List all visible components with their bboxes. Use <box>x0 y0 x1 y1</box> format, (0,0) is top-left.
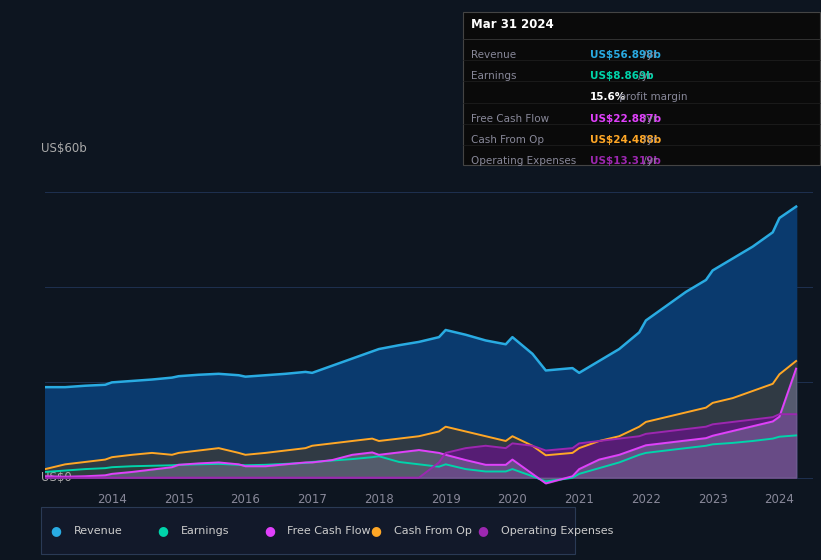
Text: /yr: /yr <box>640 135 657 145</box>
Text: Cash From Op: Cash From Op <box>471 135 544 145</box>
Text: /yr: /yr <box>640 50 657 60</box>
Text: US$24.488b: US$24.488b <box>590 135 662 145</box>
Text: US$8.869b: US$8.869b <box>590 71 654 81</box>
Text: Operating Expenses: Operating Expenses <box>471 156 576 166</box>
Text: Cash From Op: Cash From Op <box>394 526 472 535</box>
Text: ●: ● <box>157 524 168 537</box>
Text: 15.6%: 15.6% <box>590 92 626 102</box>
Text: US$0: US$0 <box>41 471 72 484</box>
Text: ●: ● <box>477 524 488 537</box>
Text: Mar 31 2024: Mar 31 2024 <box>471 17 554 31</box>
Text: ●: ● <box>50 524 62 537</box>
Text: ●: ● <box>264 524 275 537</box>
Text: Earnings: Earnings <box>181 526 229 535</box>
Text: US$13.319b: US$13.319b <box>590 156 661 166</box>
Text: /yr: /yr <box>640 114 657 124</box>
Text: Earnings: Earnings <box>471 71 516 81</box>
Text: US$60b: US$60b <box>41 142 87 155</box>
Text: US$22.887b: US$22.887b <box>590 114 662 124</box>
Text: US$56.898b: US$56.898b <box>590 50 661 60</box>
Text: Revenue: Revenue <box>471 50 516 60</box>
Text: ●: ● <box>370 524 382 537</box>
Text: /yr: /yr <box>635 71 652 81</box>
Text: profit margin: profit margin <box>616 92 687 102</box>
Text: Revenue: Revenue <box>74 526 122 535</box>
Text: Free Cash Flow: Free Cash Flow <box>287 526 371 535</box>
Text: Operating Expenses: Operating Expenses <box>501 526 613 535</box>
Text: Free Cash Flow: Free Cash Flow <box>471 114 549 124</box>
Text: /yr: /yr <box>640 156 657 166</box>
